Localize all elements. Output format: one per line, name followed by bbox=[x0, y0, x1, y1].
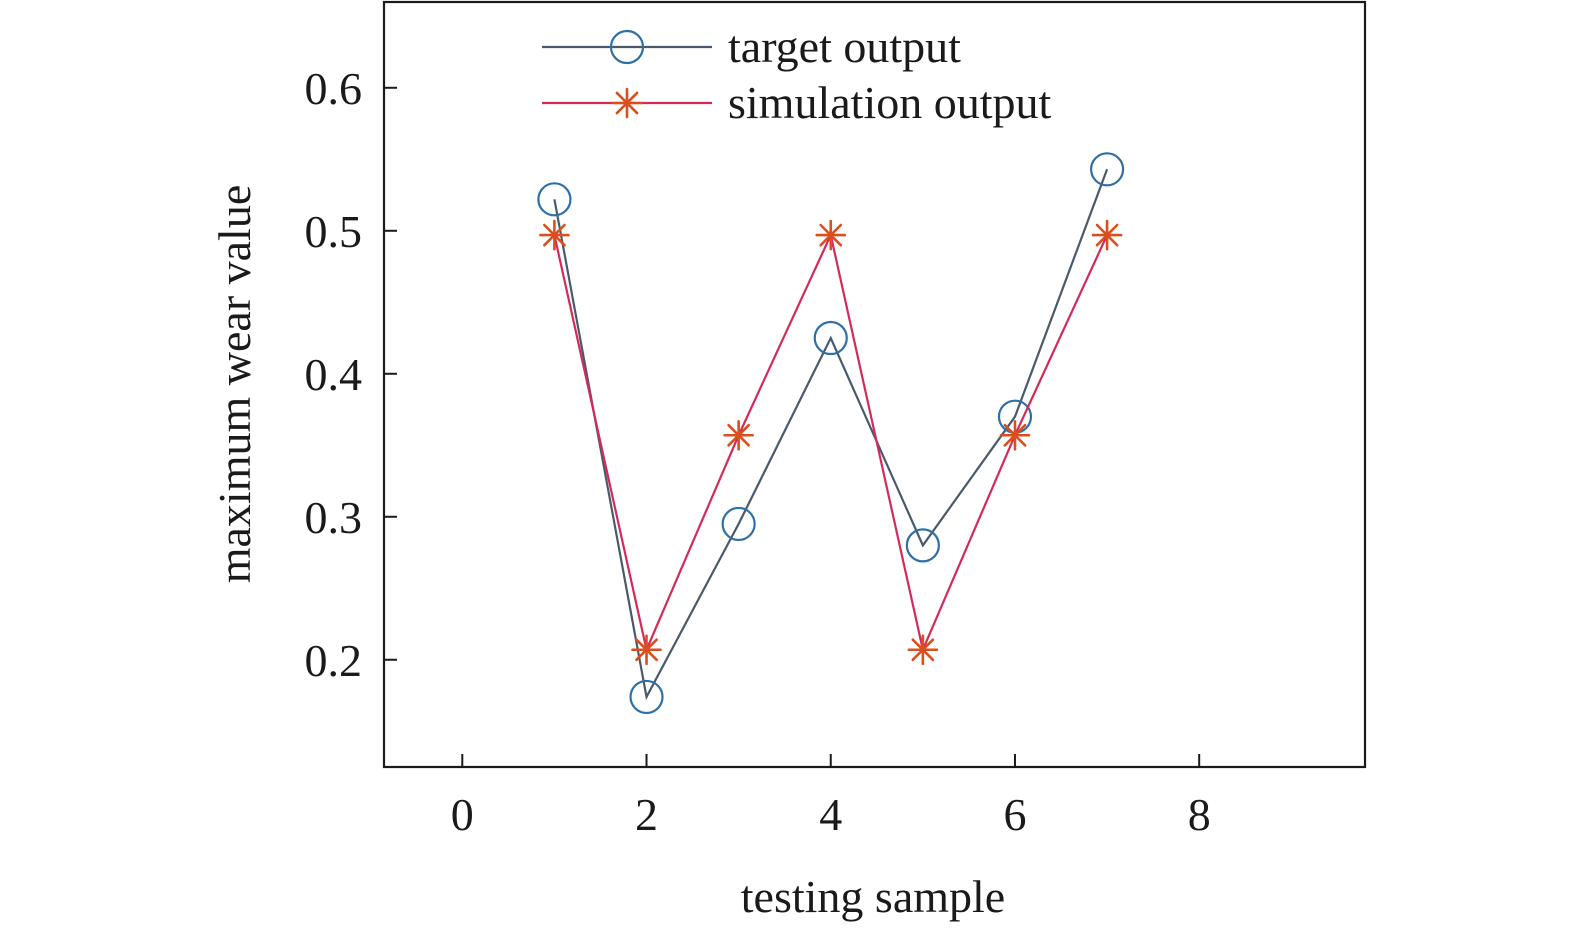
y-tick-label: 0.4 bbox=[305, 349, 363, 400]
simulation-output-point bbox=[907, 634, 939, 666]
legend-label-target-output: target output bbox=[728, 21, 961, 72]
x-tick-label: 0 bbox=[451, 789, 474, 840]
x-tick-label: 6 bbox=[1003, 789, 1026, 840]
target-output-point bbox=[537, 182, 572, 217]
simulation-output-point bbox=[539, 219, 570, 251]
asterisk-stroke bbox=[1095, 223, 1119, 247]
asterisk-stroke bbox=[1003, 423, 1027, 447]
target-output-point bbox=[1089, 152, 1125, 187]
simulation-output-point bbox=[999, 419, 1031, 451]
y-tick-label: 0.2 bbox=[305, 635, 363, 686]
x-tick-label: 4 bbox=[819, 789, 842, 840]
asterisk-stroke bbox=[635, 638, 658, 662]
simulation-output-point bbox=[631, 634, 662, 666]
target-output-point bbox=[721, 506, 756, 542]
legend-marker-target-output bbox=[609, 29, 645, 65]
simulation-output-line bbox=[553, 231, 1109, 654]
y-tick-label: 0.6 bbox=[305, 63, 363, 114]
simulation-output-point bbox=[815, 219, 847, 251]
legend-label-simulation-output: simulation output bbox=[728, 77, 1052, 128]
y-tick-label: 0.3 bbox=[305, 492, 363, 543]
target-output-point bbox=[813, 320, 848, 356]
series-layer bbox=[537, 152, 1125, 715]
y-tick-label: 0.5 bbox=[305, 206, 363, 257]
simulation-output-point bbox=[723, 419, 754, 451]
y-axis-label: maximum wear value bbox=[209, 185, 260, 584]
x-axis-label: testing sample bbox=[741, 871, 1005, 922]
simulation-output-point bbox=[1091, 219, 1123, 251]
asterisk-stroke bbox=[727, 423, 751, 447]
target-output-line bbox=[553, 168, 1109, 701]
asterisk-stroke bbox=[543, 223, 566, 247]
x-tick-label: 8 bbox=[1188, 789, 1211, 840]
y-axis-ticks: 0.2 0.3 0.4 0.5 0.6 bbox=[305, 63, 397, 686]
x-tick-label: 2 bbox=[635, 789, 658, 840]
target-output-point bbox=[905, 528, 940, 563]
legend-marker-simulation-output bbox=[611, 87, 643, 119]
asterisk-stroke bbox=[911, 638, 935, 662]
asterisk-stroke bbox=[615, 91, 639, 115]
asterisk-stroke bbox=[819, 223, 843, 247]
target-output-point bbox=[629, 679, 664, 715]
x-axis-ticks: 0 2 4 6 8 bbox=[451, 754, 1211, 840]
plot-frame bbox=[382, 0, 1367, 769]
